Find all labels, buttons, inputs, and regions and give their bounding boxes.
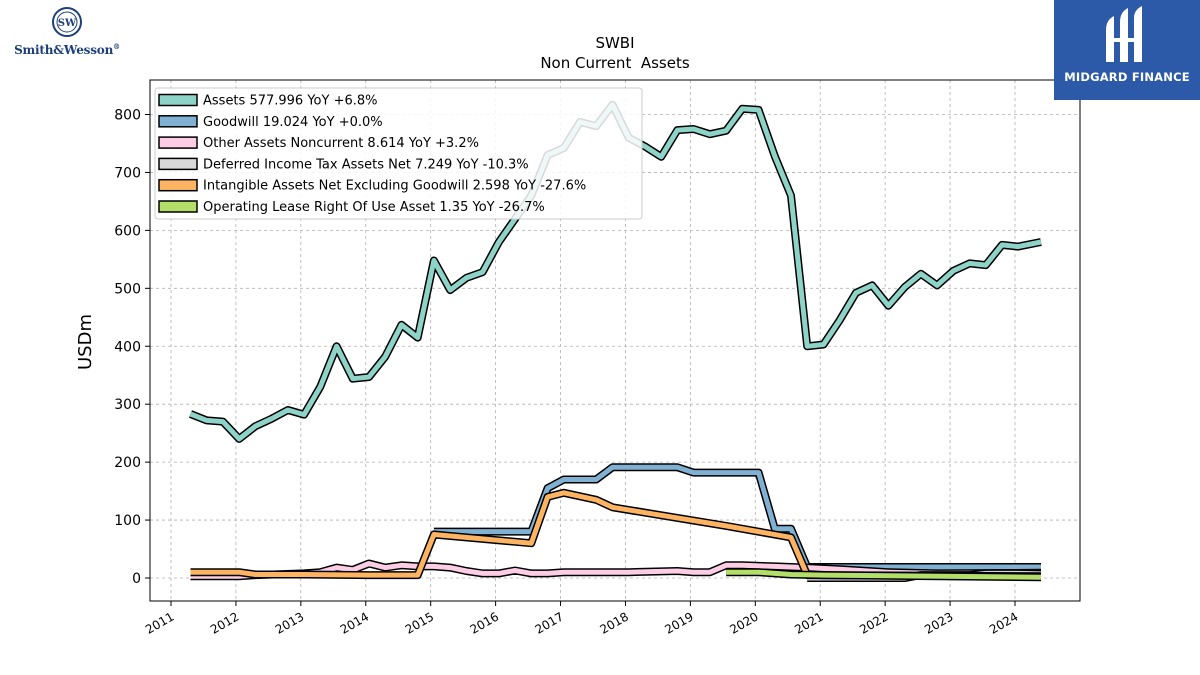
legend-swatch xyxy=(158,178,198,192)
plot-frame xyxy=(149,79,1081,602)
series-other-assets-noncurrent xyxy=(190,559,1042,581)
x-tick-label: 2023 xyxy=(922,609,955,636)
x-tick-label: 2013 xyxy=(273,609,306,636)
chart-title: SWBI xyxy=(595,34,634,52)
series-operating-lease-right-of-use-asset xyxy=(726,568,1042,582)
x-tick-label: 2024 xyxy=(987,609,1020,636)
x-tick-label: 2016 xyxy=(468,609,501,636)
x-tick-label: 2022 xyxy=(857,609,890,636)
series-line xyxy=(190,561,1042,579)
series-intangible-assets-net-excluding-goodwill xyxy=(190,488,1042,581)
smith-wesson-wordmark: Smith&Wesson® xyxy=(14,42,120,57)
series-line xyxy=(190,490,1042,579)
series-goodwill xyxy=(433,463,1041,571)
legend-swatch xyxy=(158,136,198,149)
legend-label: Goodwill 19.024 YoY +0.0% xyxy=(203,115,383,130)
y-tick-label: 200 xyxy=(114,455,141,471)
y-tick-label: 0 xyxy=(132,571,141,587)
y-tick-label: 700 xyxy=(114,165,141,181)
y-tick-label: 100 xyxy=(114,513,141,529)
x-tick-label: 2020 xyxy=(727,609,760,636)
legend-label: Intangible Assets Net Excluding Goodwill… xyxy=(203,179,586,194)
x-tick-label: 2012 xyxy=(208,609,241,636)
x-tick-label: 2011 xyxy=(143,609,176,636)
x-tick-label: 2014 xyxy=(338,609,371,636)
legend-label: Deferred Income Tax Assets Net 7.249 YoY… xyxy=(203,157,529,172)
midgard-mark-icon xyxy=(1106,6,1142,62)
x-tick-label: 2019 xyxy=(662,609,695,636)
legend-swatch xyxy=(158,115,198,128)
y-tick-label: 800 xyxy=(114,108,141,124)
smith-wesson-logo: SW Smith&Wesson® xyxy=(6,6,128,57)
series-line xyxy=(433,464,1041,570)
legend-label: Assets 577.996 YoY +6.8% xyxy=(203,94,378,109)
legend: Assets 577.996 YoY +6.8% Goodwill 19.024 … xyxy=(154,87,643,220)
legend-label: Other Assets Noncurrent 8.614 YoY +3.2% xyxy=(203,136,479,151)
x-tick-label: 2015 xyxy=(403,609,436,636)
y-tick-label: 500 xyxy=(114,281,141,297)
legend-swatch xyxy=(158,157,198,171)
x-tick-label: 2017 xyxy=(533,609,566,636)
svg-text:SW: SW xyxy=(58,18,77,29)
legend-box xyxy=(154,87,643,220)
midgard-finance-logo: MIDGARD FINANCE xyxy=(1054,0,1200,100)
y-tick-label: 600 xyxy=(114,223,141,239)
legend-label: Operating Lease Right Of Use Asset 1.35 … xyxy=(203,200,545,215)
x-tick-label: 2021 xyxy=(792,609,825,636)
y-tick-label: 400 xyxy=(114,339,141,355)
legend-swatch xyxy=(158,93,198,107)
x-tick-label: 2018 xyxy=(598,609,631,636)
legend-swatch xyxy=(158,200,198,213)
seal-icon: SW xyxy=(52,7,82,37)
midgard-finance-name: MIDGARD FINANCE xyxy=(1064,70,1190,84)
y-axis-label: USDm xyxy=(75,314,96,370)
y-tick-label: 300 xyxy=(114,397,141,413)
chart-subtitle: Non Current Assets xyxy=(540,54,690,72)
series-line xyxy=(726,569,1042,580)
